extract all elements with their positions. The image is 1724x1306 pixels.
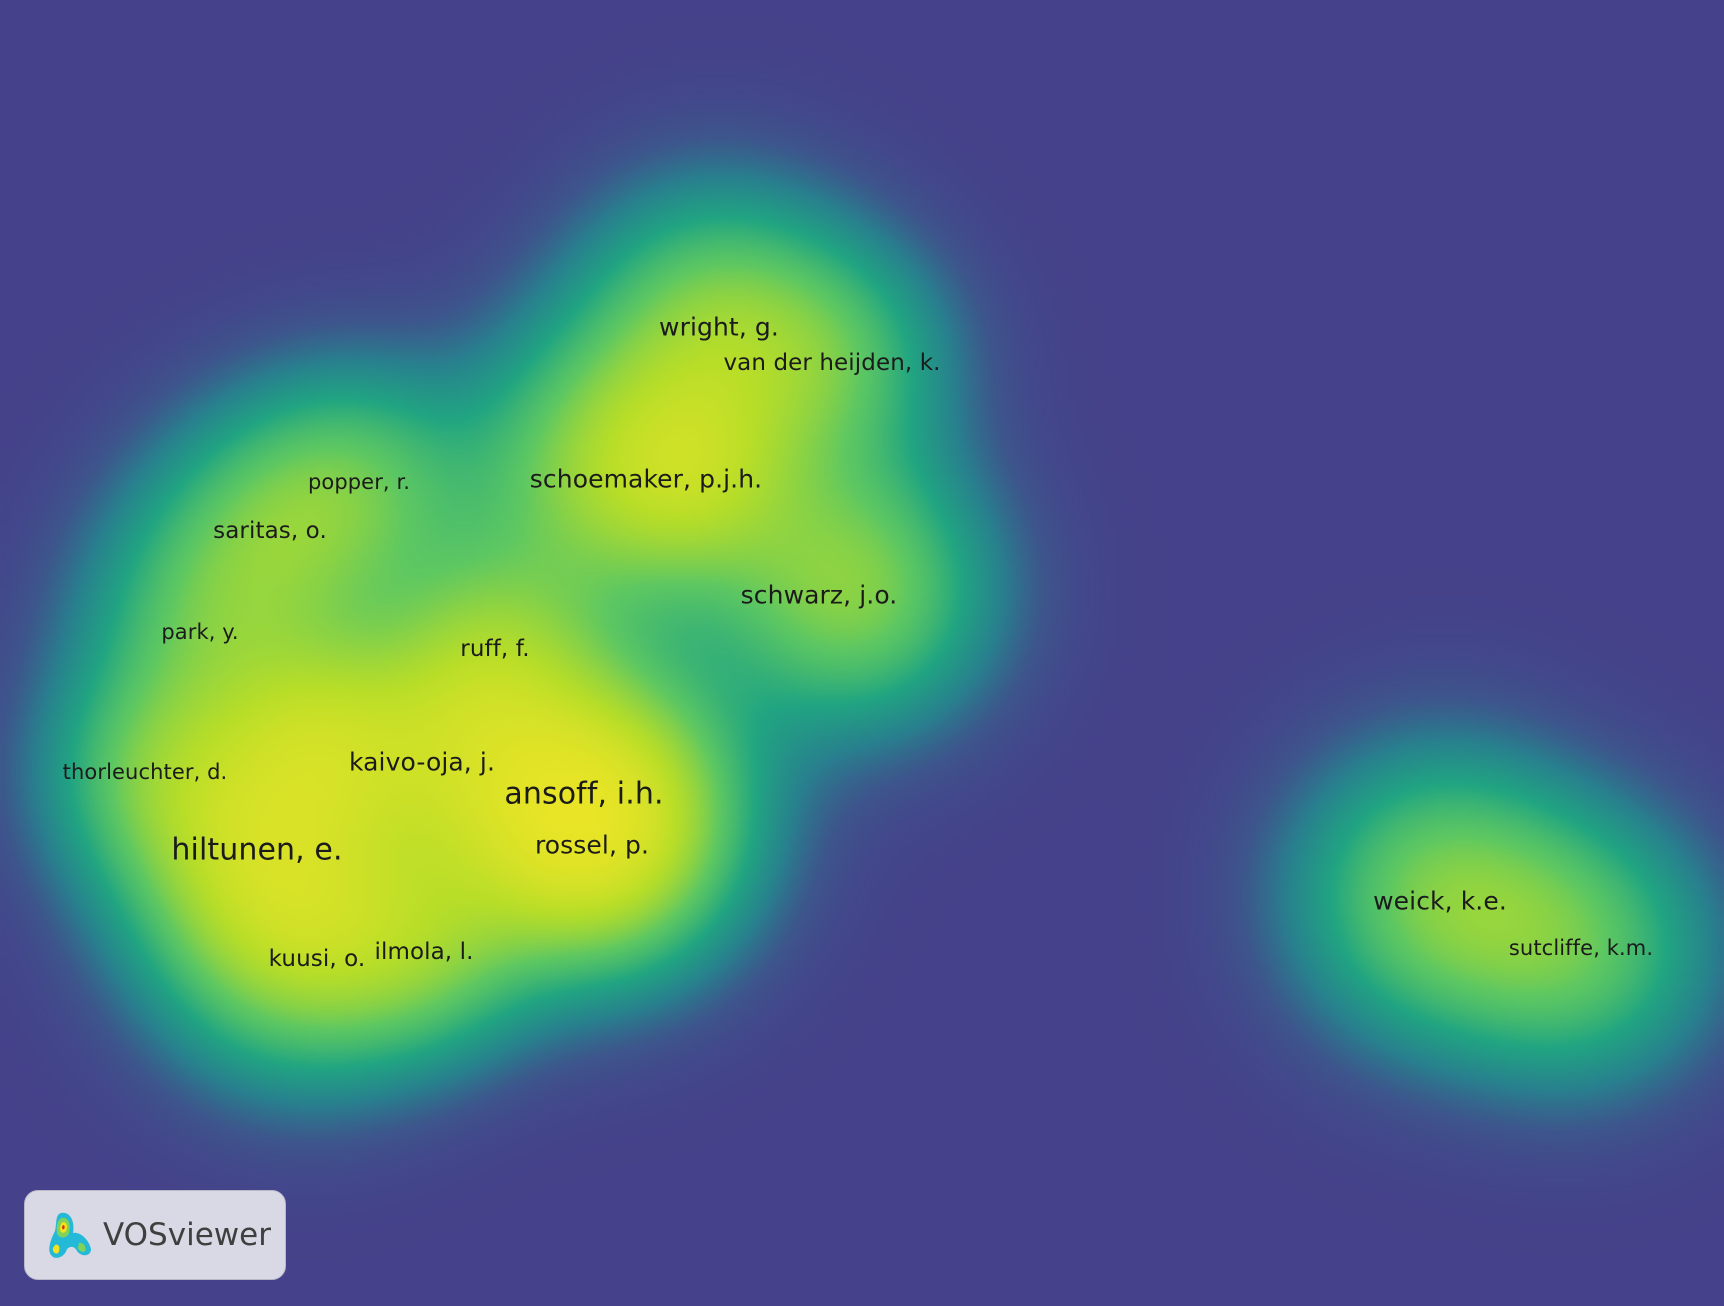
item-label-van-der-heijden[interactable]: van der heijden, k. — [723, 350, 941, 376]
item-label-ilmola[interactable]: ilmola, l. — [374, 939, 474, 965]
item-label-kaivo-oja[interactable]: kaivo-oja, j. — [349, 747, 495, 777]
item-label-kuusi[interactable]: kuusi, o. — [268, 946, 366, 972]
item-label-schoemaker[interactable]: schoemaker, p.j.h. — [529, 464, 763, 494]
vosviewer-logo: VOSviewer — [24, 1190, 286, 1280]
item-label-hiltunen[interactable]: hiltunen, e. — [171, 832, 343, 868]
item-label-sutcliffe[interactable]: sutcliffe, k.m. — [1508, 936, 1654, 960]
item-label-saritas[interactable]: saritas, o. — [213, 518, 327, 544]
item-label-schwarz[interactable]: schwarz, j.o. — [740, 580, 898, 610]
item-label-ruff[interactable]: ruff, f. — [460, 636, 530, 662]
item-label-wright[interactable]: wright, g. — [659, 312, 779, 342]
item-label-weick[interactable]: weick, k.e. — [1373, 886, 1507, 916]
logo-text: VOSviewer — [103, 1217, 271, 1253]
vosviewer-logo-icon — [49, 1212, 91, 1258]
item-label-thorleuchter[interactable]: thorleuchter, d. — [62, 760, 228, 784]
item-label-rossel[interactable]: rossel, p. — [534, 830, 650, 860]
item-label-popper[interactable]: popper, r. — [307, 470, 411, 494]
item-label-ansoff[interactable]: ansoff, i.h. — [504, 776, 664, 812]
item-label-park[interactable]: park, y. — [161, 620, 239, 644]
